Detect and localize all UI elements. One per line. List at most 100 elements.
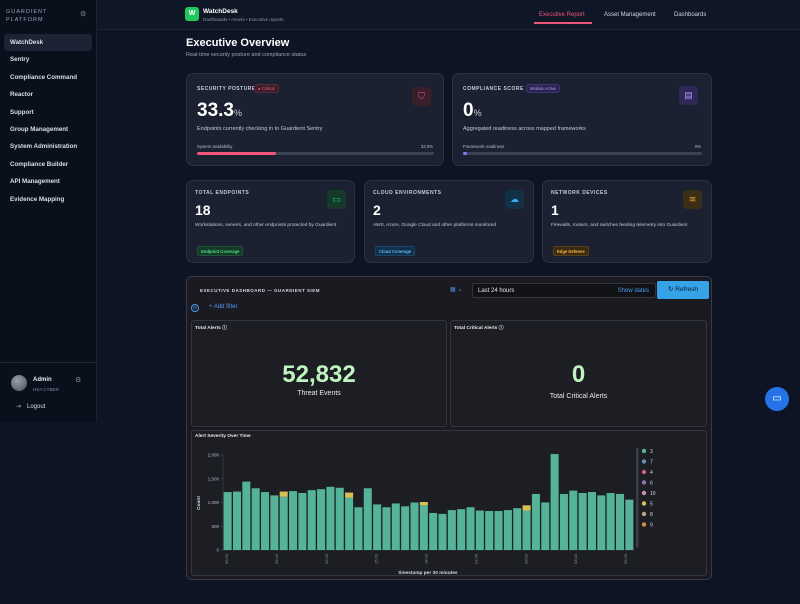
bar-label: Framework readiness bbox=[463, 144, 505, 149]
critical-alerts-panel: Total Critical Alerts ⓘ 0 Total Critical… bbox=[450, 320, 707, 427]
bar bbox=[522, 510, 531, 550]
bar bbox=[606, 493, 615, 550]
sidebar-item-api-management[interactable]: API Management bbox=[10, 178, 60, 186]
bar bbox=[223, 492, 232, 550]
critical-alerts-caption: Total Critical Alerts bbox=[549, 393, 608, 400]
time-range-value: Last 24 hours bbox=[478, 288, 515, 294]
total-endpoints-card: TOTAL ENDPOINTS ▭ 18 Workstations, serve… bbox=[186, 180, 355, 263]
sidebar-item-sentry[interactable]: Sentry bbox=[10, 56, 30, 64]
bar bbox=[326, 486, 335, 550]
cloud-value: 2 bbox=[373, 202, 381, 218]
refresh-label: Refresh bbox=[675, 286, 699, 293]
sidebar-item-evidence-mapping[interactable]: Evidence Mapping bbox=[10, 195, 65, 203]
bar bbox=[597, 495, 606, 550]
legend-label: 4 bbox=[650, 470, 653, 476]
bar bbox=[363, 488, 372, 550]
value-unit: % bbox=[473, 108, 482, 118]
x-tick-label: 21:00 bbox=[473, 553, 478, 564]
sidebar-item-support[interactable]: Support bbox=[10, 108, 34, 116]
bar bbox=[279, 491, 288, 497]
monitor-icon: ▭ bbox=[327, 190, 346, 209]
card-description: Aggregated readiness across mapped frame… bbox=[463, 126, 586, 132]
y-tick-label: 1,500 bbox=[208, 476, 220, 481]
logout-button[interactable]: ⇥ Logout bbox=[16, 403, 45, 410]
bar-value: 33.3% bbox=[420, 144, 433, 149]
bar bbox=[578, 493, 587, 550]
value-number: 33.3 bbox=[197, 100, 234, 121]
user-settings-icon[interactable]: ⚙ bbox=[75, 377, 82, 384]
security-posture-value: 33.3% bbox=[197, 100, 242, 122]
bar bbox=[345, 492, 354, 498]
dashboard-title: EXECUTIVE DASHBOARD — GUARDIENT SIEM bbox=[200, 288, 321, 293]
bar bbox=[289, 491, 298, 550]
app-logo-icon: W bbox=[185, 7, 199, 21]
bar bbox=[569, 490, 578, 550]
filter-options-icon[interactable]: ⊝ bbox=[191, 304, 199, 312]
legend-dot bbox=[641, 511, 647, 517]
bar bbox=[261, 492, 270, 550]
page-title: Executive Overview bbox=[186, 37, 290, 49]
card-description: AWS, Azure, Google Cloud and other platf… bbox=[373, 223, 497, 228]
sidebar: GUARDIENT PLATFORM ⚙ WatchDesk Sentry Co… bbox=[0, 0, 97, 422]
bar bbox=[232, 491, 242, 550]
time-range-picker[interactable]: Last 24 hours Show dates bbox=[472, 283, 656, 298]
breadcrumb: Dashboards • Assets • Executive reports bbox=[203, 17, 284, 22]
bar bbox=[447, 510, 456, 550]
value-unit: % bbox=[233, 108, 242, 118]
panel-title: Total Critical Alerts ⓘ bbox=[454, 324, 504, 331]
user-org: HSA CYBER bbox=[33, 387, 59, 392]
calendar-icon[interactable]: ▦ ⌄ bbox=[450, 287, 463, 293]
info-icon[interactable]: ⓘ bbox=[498, 326, 504, 331]
gear-icon[interactable]: ⚙ bbox=[80, 11, 87, 18]
bar bbox=[625, 499, 634, 550]
sidebar-item-compliance-builder[interactable]: Compliance Builder bbox=[10, 160, 69, 168]
app-title: WatchDesk bbox=[203, 8, 238, 15]
sidebar-item-compliance-command[interactable]: Compliance Command bbox=[10, 73, 78, 81]
sidebar-item-group-management[interactable]: Group Management bbox=[10, 125, 69, 133]
top-bar: W WatchDesk Dashboards • Assets • Execut… bbox=[97, 0, 800, 30]
x-tick-label: 18:00 bbox=[424, 553, 429, 564]
panel-title-text: Total Critical Alerts bbox=[454, 326, 498, 331]
bar bbox=[559, 493, 568, 550]
sidebar-divider bbox=[0, 362, 97, 363]
card-description: Endpoints currently checking in to Guard… bbox=[197, 126, 323, 132]
bar bbox=[410, 502, 419, 550]
legend-scrollbar bbox=[636, 448, 639, 548]
wifi-icon: ≋ bbox=[683, 190, 702, 209]
coverage-tag: Endpoint Coverage bbox=[197, 246, 244, 256]
total-alerts-value: 52,832 bbox=[282, 361, 356, 388]
chat-icon[interactable]: ▭ bbox=[765, 387, 789, 411]
refresh-button[interactable]: ↻ Refresh bbox=[657, 281, 709, 299]
sidebar-item-reactor[interactable]: Reactor bbox=[10, 91, 34, 99]
logout-icon: ⇥ bbox=[16, 404, 22, 410]
tab-executive-report[interactable]: Executive Report bbox=[539, 12, 585, 18]
bar bbox=[345, 497, 354, 550]
legend-label: 8 bbox=[650, 512, 653, 518]
info-icon[interactable]: ⓘ bbox=[222, 326, 228, 331]
card-label: CLOUD ENVIRONMENTS bbox=[373, 190, 442, 196]
chart-title: Alert Severity Over Time bbox=[195, 434, 251, 439]
status-badge: ● Critical bbox=[254, 84, 279, 93]
bar bbox=[522, 505, 531, 511]
avatar[interactable] bbox=[11, 375, 27, 391]
tab-dashboards[interactable]: Dashboards bbox=[674, 12, 707, 18]
bar bbox=[419, 505, 428, 550]
bar bbox=[373, 504, 382, 550]
x-tick-label: 03:00 bbox=[573, 553, 578, 564]
progress-fill bbox=[463, 152, 467, 155]
endpoints-value: 18 bbox=[195, 202, 211, 218]
add-filter-button[interactable]: + Add filter bbox=[209, 304, 238, 310]
coverage-tag: Cloud Coverage bbox=[375, 246, 416, 256]
bar bbox=[438, 513, 447, 550]
sidebar-item-watchdesk[interactable]: WatchDesk bbox=[4, 34, 92, 52]
card-label: NETWORK DEVICES bbox=[551, 190, 608, 196]
legend-dot bbox=[641, 480, 647, 485]
coverage-tag: Edge Defense bbox=[553, 246, 589, 256]
tab-asset-management[interactable]: Asset Management bbox=[604, 12, 656, 18]
sidebar-item-system-administration[interactable]: System Administration bbox=[10, 143, 78, 151]
total-alerts-caption: Threat Events bbox=[297, 390, 341, 397]
card-label: SECURITY POSTURE bbox=[197, 86, 256, 92]
panel-title: Total Alerts ⓘ bbox=[195, 324, 227, 331]
x-tick-label: 00:00 bbox=[523, 553, 528, 564]
show-dates-link[interactable]: Show dates bbox=[617, 288, 649, 294]
